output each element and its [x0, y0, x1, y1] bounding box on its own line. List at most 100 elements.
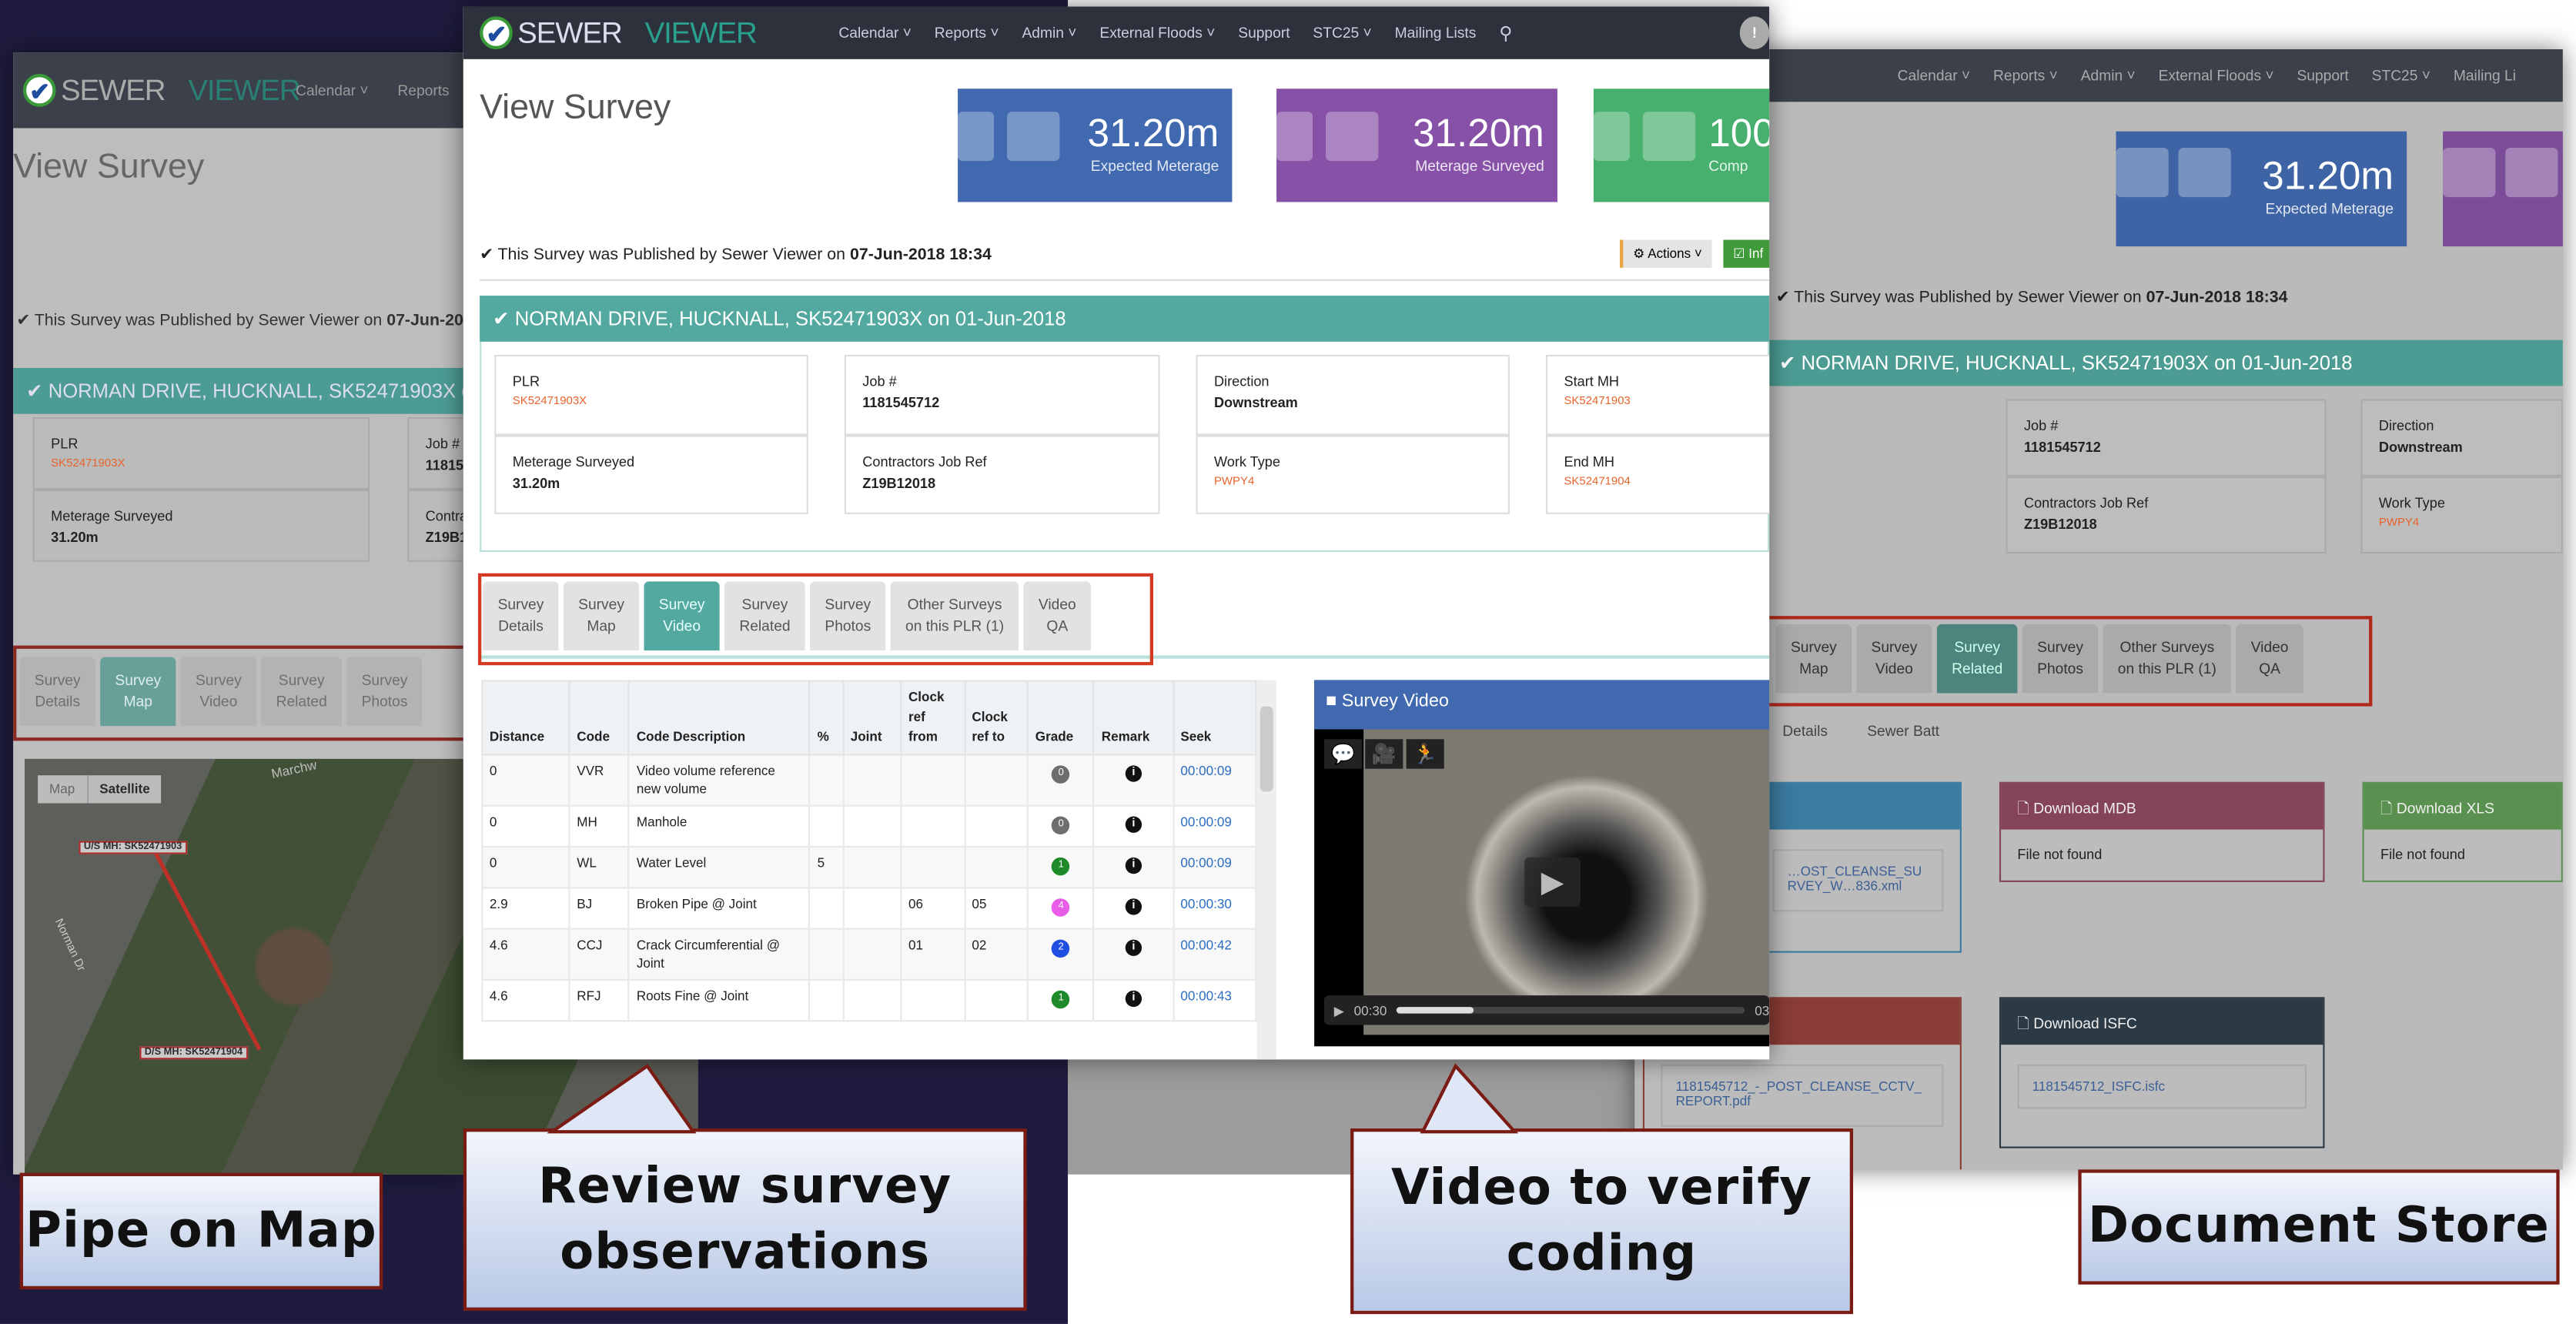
video-player[interactable]: ▶ [1363, 729, 1770, 1035]
nav-calendar[interactable]: Calendar ˅ [1897, 67, 1971, 84]
file-link[interactable]: 1181545712_ISFC.isfc [2017, 1064, 2307, 1109]
video-duration: 03 [1755, 1002, 1770, 1018]
nav-stc25[interactable]: STC25 ˅ [2371, 67, 2431, 84]
tab-bar: Survey Map Survey Video Survey Related S… [1775, 624, 2303, 694]
cell-pct [808, 887, 845, 930]
column-header: Distance [481, 680, 570, 756]
play-icon[interactable]: ▶ [1524, 857, 1581, 907]
tab-survey-photos[interactable]: Survey Photos [2022, 624, 2099, 694]
nav-calendar[interactable]: Calendar ˅ [838, 25, 912, 42]
info-button[interactable]: ☑ Inf [1723, 239, 1770, 268]
tab-survey-map[interactable]: Survey Map [1775, 624, 1852, 694]
nav-stc25[interactable]: STC25 ˅ [1313, 25, 1372, 42]
tab-survey-video[interactable]: Survey Video [180, 657, 256, 727]
nav-reports[interactable]: Reports [397, 82, 450, 99]
remark-info-icon[interactable]: i [1125, 765, 1142, 782]
search-icon[interactable]: ⚲ [1499, 23, 1513, 44]
seek-link[interactable]: 00:00:43 [1180, 988, 1232, 1004]
seek-link[interactable]: 00:00:09 [1180, 814, 1232, 830]
play-button[interactable]: ▶ [1333, 1002, 1344, 1018]
remark-info-icon[interactable]: i [1125, 898, 1142, 915]
callout-pointer [547, 1063, 697, 1134]
nav-support[interactable]: Support [2297, 67, 2349, 84]
tab-survey-related[interactable]: Survey Related [261, 657, 343, 727]
user-avatar[interactable]: ! [1739, 16, 1770, 50]
seek-link[interactable]: 00:00:09 [1180, 764, 1232, 779]
subtab-sewer-batt[interactable]: Sewer Batt [1867, 722, 1940, 740]
tab-survey-related[interactable]: Survey Related [724, 581, 805, 651]
tab-survey-photos[interactable]: Survey Photos [810, 581, 886, 651]
start-mh-link[interactable]: SK52471903 [1564, 396, 1631, 408]
column-header: Remark [1093, 680, 1174, 756]
download-xls-header[interactable]: 🗋 Download XLS [2364, 783, 2561, 830]
cell-distance: 4.6 [481, 928, 570, 981]
plr-link[interactable]: SK52471903X [512, 396, 587, 408]
documents-screenshot-panel: Calendar ˅ Reports ˅ Admin ˅ External Fl… [1634, 49, 2563, 1170]
tab-survey-video[interactable]: Survey Video [1856, 624, 1932, 694]
actions-dropdown[interactable]: ⚙ Actions ˅ [1620, 239, 1712, 268]
navbar: ✔ SEWER VIEWER Calendar ˅ Reports ˅ Admin … [463, 6, 1770, 59]
tab-other-surveys[interactable]: Other Surveys on this PLR (1) [2103, 624, 2232, 694]
survey-screenshot-panel: ✔ SEWER VIEWER Calendar ˅ Reports ˅ Admin … [463, 6, 1770, 1060]
cell-desc: Video volume reference new volume [628, 754, 811, 807]
camera-icon[interactable]: 🎥 [1365, 739, 1403, 769]
cell-distance: 0 [481, 754, 570, 807]
table-row: 0 VVR Video volume reference new volume 0 i 0… [481, 754, 1257, 807]
info-start-mh: Start MH SK52471903 [1545, 354, 1770, 436]
satellite-button[interactable]: Satellite [86, 775, 161, 804]
grade-badge: 1 [1052, 857, 1070, 876]
tab-survey-map[interactable]: Survey Map [100, 657, 176, 727]
nav-mailing-lists[interactable]: Mailing Lists [1394, 25, 1477, 42]
download-isfc-header[interactable]: 🗋 Download ISFC [2001, 998, 2323, 1045]
nav-admin[interactable]: Admin ˅ [2080, 67, 2136, 84]
plr-link[interactable]: SK52471903X [51, 458, 125, 470]
nav-external-floods[interactable]: External Floods ˅ [2158, 67, 2274, 84]
tab-survey-details[interactable]: Survey Details [19, 657, 95, 727]
video-seek-bar[interactable] [1397, 1007, 1745, 1014]
tab-survey-related[interactable]: Survey Related [1936, 624, 2018, 694]
tab-other-surveys[interactable]: Other Surveys on this PLR (1) [890, 581, 1019, 651]
nav-admin[interactable]: Admin ˅ [1022, 25, 1077, 42]
tab-video-qa[interactable]: Video QA [2236, 624, 2303, 694]
nav-mailing-lists[interactable]: Mailing Li [2453, 67, 2517, 84]
nav-reports[interactable]: Reports ˅ [934, 25, 999, 42]
subtab-details[interactable]: Details [1782, 722, 1828, 740]
nav-support[interactable]: Support [1238, 25, 1290, 42]
seek-link[interactable]: 00:00:09 [1180, 855, 1232, 871]
nav-calendar[interactable]: Calendar ˅ [296, 82, 369, 99]
navbar: ✔ SEWER VIEWER Calendar ˅ Reports [13, 52, 463, 129]
end-mh-link[interactable]: SK52471904 [1564, 476, 1631, 488]
file-link[interactable]: …OST_CLEANSE_SURVEY_W…836.xml [1772, 849, 1944, 912]
tab-video-qa[interactable]: Video QA [1023, 581, 1091, 651]
cell-to [963, 804, 1029, 848]
column-header: Code [568, 680, 631, 756]
tab-survey-map[interactable]: Survey Map [563, 581, 640, 651]
seek-link[interactable]: 00:00:42 [1180, 938, 1232, 953]
download-mdb-header[interactable]: 🗋 Download MDB [2001, 783, 2323, 830]
nav-external-floods[interactable]: External Floods ˅ [1099, 25, 1216, 42]
map-button[interactable]: Map [49, 781, 75, 797]
remark-info-icon[interactable]: i [1125, 990, 1142, 1008]
remark-info-icon[interactable]: i [1125, 857, 1142, 874]
tab-survey-video[interactable]: Survey Video [644, 581, 720, 651]
divider [480, 279, 1770, 281]
comment-icon[interactable]: 💬 [1323, 739, 1362, 769]
survey-header: ✔ NORMAN DRIVE, HUCKNALL, SK52471903X on… [13, 367, 463, 414]
runner-icon[interactable]: 🏃 [1406, 739, 1444, 769]
column-header: Seek [1172, 680, 1257, 756]
remark-info-icon[interactable]: i [1125, 816, 1142, 833]
tab-survey-details[interactable]: Survey Details [483, 581, 559, 651]
cell-distance: 2.9 [481, 887, 570, 930]
table-scrollbar[interactable] [1256, 680, 1277, 1060]
file-link[interactable]: 1181545712_-_POST_CLEANSE_CCTV_REPORT.pd… [1661, 1064, 1944, 1127]
cell-to [963, 978, 1029, 1022]
work-type-link[interactable]: PWPY4 [1213, 476, 1255, 488]
tab-survey-photos[interactable]: Survey Photos [346, 657, 423, 727]
nav-reports[interactable]: Reports ˅ [1993, 67, 2058, 84]
cell-desc: Crack Circumferential @ Joint [628, 928, 811, 981]
tab-underline [480, 655, 1770, 659]
info-plr: PLR SK52471903X [32, 417, 370, 490]
seek-link[interactable]: 00:00:30 [1180, 897, 1232, 912]
remark-info-icon[interactable]: i [1125, 939, 1142, 956]
